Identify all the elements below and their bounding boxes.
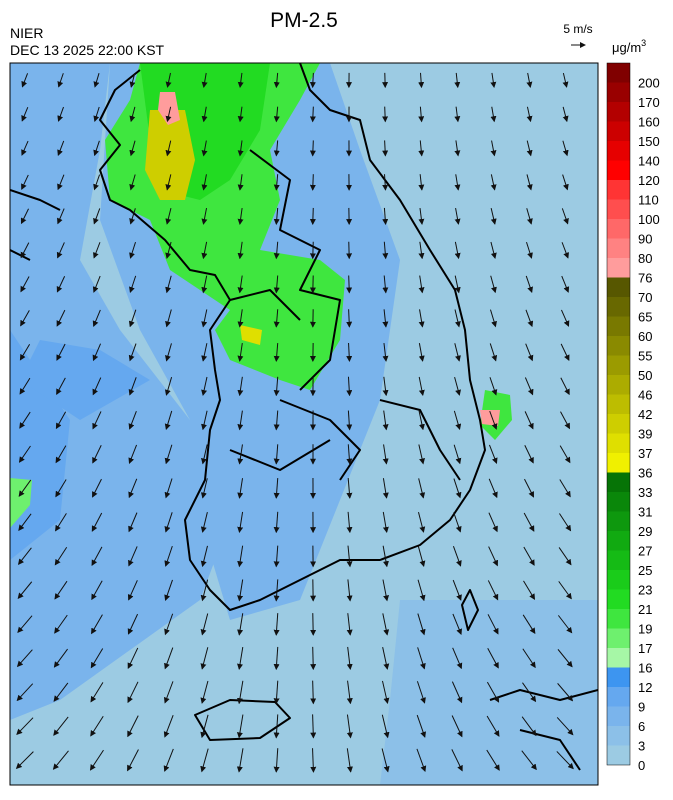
colorbar-label: 16 <box>638 661 652 676</box>
wind-arrow <box>313 208 314 224</box>
colorbar-segment <box>607 375 630 395</box>
unit-exponent: 3 <box>641 38 646 48</box>
colorbar-segment <box>607 63 630 83</box>
colorbar-label: 110 <box>638 193 659 208</box>
wind-arrow <box>313 174 314 190</box>
colorbar-label: 65 <box>638 310 652 325</box>
colorbar-segment <box>607 668 630 688</box>
datetime: DEC 13 2025 22:00 KST <box>10 42 165 58</box>
colorbar-segment <box>607 609 630 629</box>
colorbar-label: 100 <box>638 212 660 227</box>
colorbar-segment <box>607 648 630 668</box>
colorbar-label: 27 <box>638 544 652 559</box>
colorbar-label: 31 <box>638 505 652 520</box>
colorbar-label: 150 <box>638 134 660 149</box>
colorbar-segment <box>607 180 630 200</box>
colorbar-label: 140 <box>638 154 660 169</box>
colorbar-label: 6 <box>638 719 645 734</box>
colorbar-segment <box>607 395 630 415</box>
colorbar-label: 90 <box>638 232 652 247</box>
colorbar-label: 25 <box>638 563 652 578</box>
colorbar-segment <box>607 317 630 337</box>
colorbar-segment <box>607 746 630 766</box>
colorbar-label: 9 <box>638 700 645 715</box>
colorbar-segment <box>607 336 630 356</box>
colorbar-segment <box>607 141 630 161</box>
colorbar-segment <box>607 219 630 239</box>
colorbar-label: 60 <box>638 329 652 344</box>
wind-arrow <box>313 681 314 704</box>
colorbar-label: 70 <box>638 290 652 305</box>
colorbar-label: 39 <box>638 427 652 442</box>
colorbar-segment <box>607 453 630 473</box>
colorbar-segment <box>607 102 630 122</box>
colorbar-label: 12 <box>638 680 652 695</box>
colorbar-segment <box>607 122 630 142</box>
colorbar-segment <box>607 473 630 493</box>
colorbar-segment <box>607 531 630 551</box>
colorbar-segment <box>607 258 630 278</box>
colorbar-label: 46 <box>638 388 652 403</box>
colorbar-segment <box>607 707 630 727</box>
wind-arrow <box>313 140 314 155</box>
colorbar-segment <box>607 590 630 610</box>
colorbar-segment <box>607 512 630 532</box>
colorbar-segment <box>607 278 630 298</box>
colorbar-segment <box>607 83 630 103</box>
colorbar-label: 170 <box>638 95 660 110</box>
wind-scale-label: 5 m/s <box>563 22 592 36</box>
colorbar-label: 200 <box>638 76 660 91</box>
title: PM-2.5 <box>270 9 338 32</box>
map <box>10 63 598 785</box>
colorbar-segment <box>607 239 630 259</box>
colorbar-label: 55 <box>638 349 652 364</box>
unit-base: μg/m <box>612 40 641 55</box>
colorbar-segment <box>607 570 630 590</box>
colorbar-label: 33 <box>638 485 652 500</box>
colorbar-label: 21 <box>638 602 652 617</box>
agency: NIER <box>10 25 43 41</box>
colorbar-segment <box>607 629 630 649</box>
colorbar-segment <box>607 414 630 434</box>
wind-arrow <box>385 107 386 122</box>
colorbar-label: 19 <box>638 622 652 637</box>
colorbar-segment <box>607 492 630 512</box>
colorbar: 0369121617192123252729313336373942465055… <box>607 63 660 773</box>
colorbar-segment <box>607 161 630 181</box>
colorbar-label: 160 <box>638 115 660 130</box>
colorbar-segment <box>607 551 630 571</box>
colorbar-label: 120 <box>638 173 660 188</box>
unit: μg/m3 <box>612 38 646 55</box>
colorbar-segment <box>607 356 630 376</box>
colorbar-label: 23 <box>638 583 652 598</box>
colorbar-segment <box>607 297 630 317</box>
colorbar-label: 0 <box>638 758 645 773</box>
colorbar-segment <box>607 434 630 454</box>
colorbar-segment <box>607 726 630 746</box>
wind-arrow <box>313 647 314 669</box>
colorbar-label: 3 <box>638 739 645 754</box>
wind-arrow <box>349 275 350 292</box>
colorbar-label: 29 <box>638 524 652 539</box>
colorbar-label: 36 <box>638 466 652 481</box>
colorbar-label: 17 <box>638 641 652 656</box>
colorbar-label: 80 <box>638 251 652 266</box>
colorbar-label: 37 <box>638 446 652 461</box>
colorbar-label: 76 <box>638 271 652 286</box>
colorbar-label: 50 <box>638 368 652 383</box>
colorbar-label: 42 <box>638 407 652 422</box>
colorbar-segment <box>607 200 630 220</box>
wind-arrow <box>313 107 314 122</box>
colorbar-segment <box>607 687 630 707</box>
